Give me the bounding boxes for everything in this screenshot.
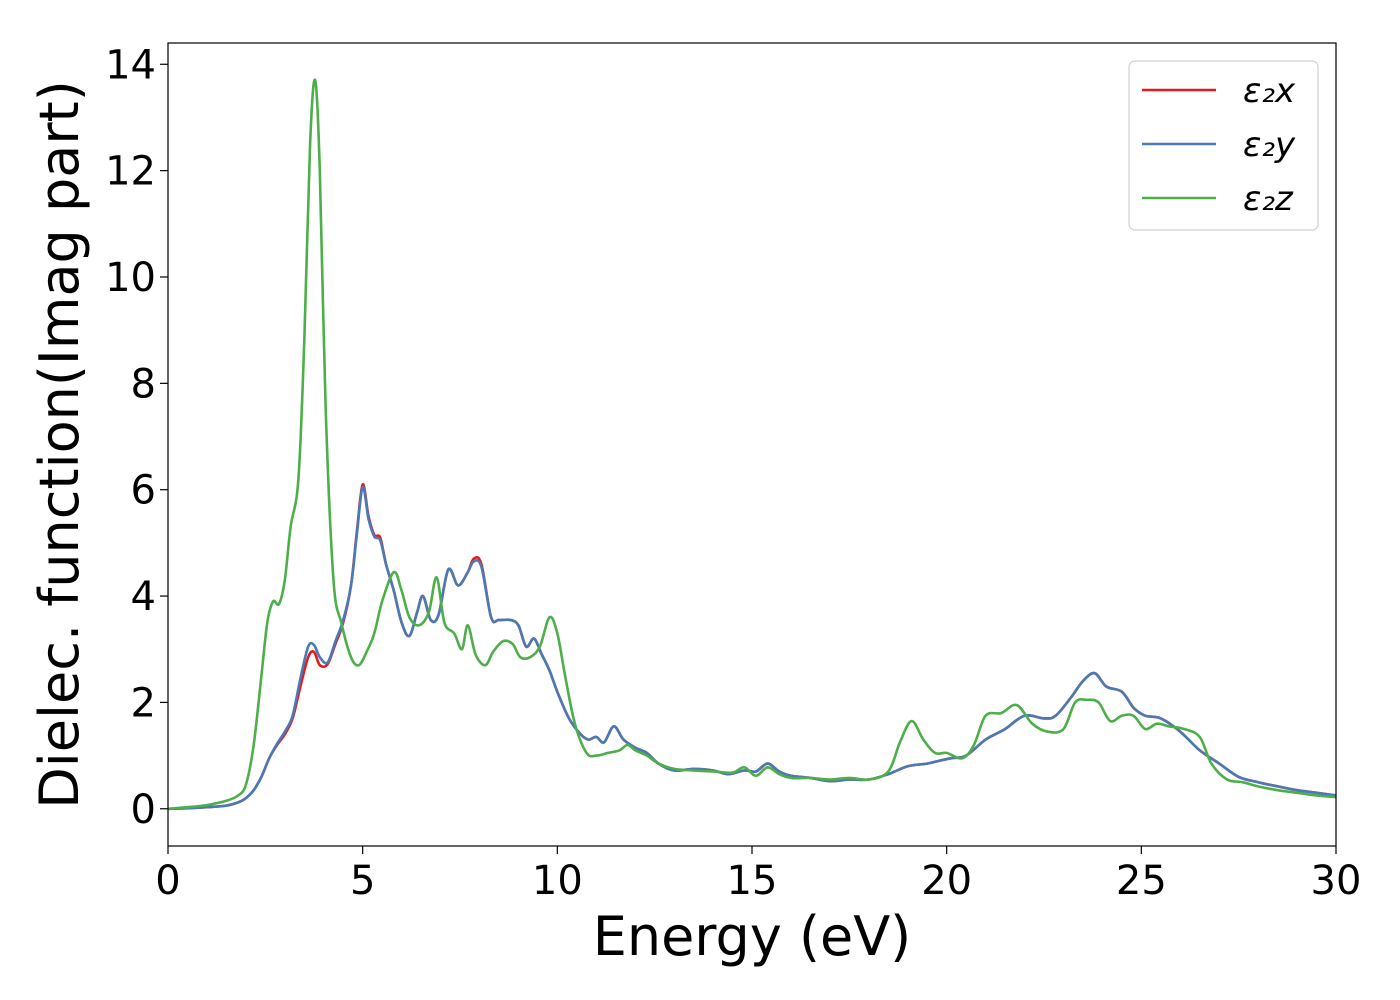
y-tick-label: 12 [105, 149, 156, 195]
x-tick-label: 15 [727, 858, 778, 904]
series-line-3 [168, 78, 1336, 811]
y-tick-label: 8 [131, 361, 156, 407]
y-tick-label: 2 [131, 680, 156, 726]
x-tick-label: 20 [921, 858, 972, 904]
y-tick-label: 10 [105, 255, 156, 301]
legend-label: ε₂y [1243, 125, 1296, 165]
plot-frame [167, 42, 1337, 847]
x-tick-label: 30 [1311, 858, 1362, 904]
legend: ε₂x ε₂y ε₂z [1128, 60, 1319, 231]
y-tick-label: 4 [131, 574, 156, 620]
plot-area [168, 78, 1336, 811]
legend-label: ε₂z [1243, 179, 1294, 219]
series-line-1 [168, 483, 1336, 811]
legend-label: ε₂x [1243, 71, 1296, 111]
series-line-2 [168, 485, 1336, 811]
x-tick-label: 5 [350, 858, 375, 904]
y-tick-label: 0 [131, 787, 156, 833]
x-axis-label: Energy (eV) [593, 905, 912, 968]
x-tick-label: 0 [155, 858, 180, 904]
x-tick-label: 25 [1116, 858, 1167, 904]
y-tick-label: 6 [131, 468, 156, 514]
y-tick-label: 14 [105, 42, 156, 88]
y-axis-label: Dielec. function(Imag part) [28, 80, 91, 809]
legend-box [1128, 60, 1319, 231]
y-axis: 0 2 4 6 8 10 12 14 [105, 42, 168, 833]
x-axis: 0 5 10 15 20 25 30 [155, 846, 1361, 904]
x-tick-label: 10 [532, 858, 583, 904]
